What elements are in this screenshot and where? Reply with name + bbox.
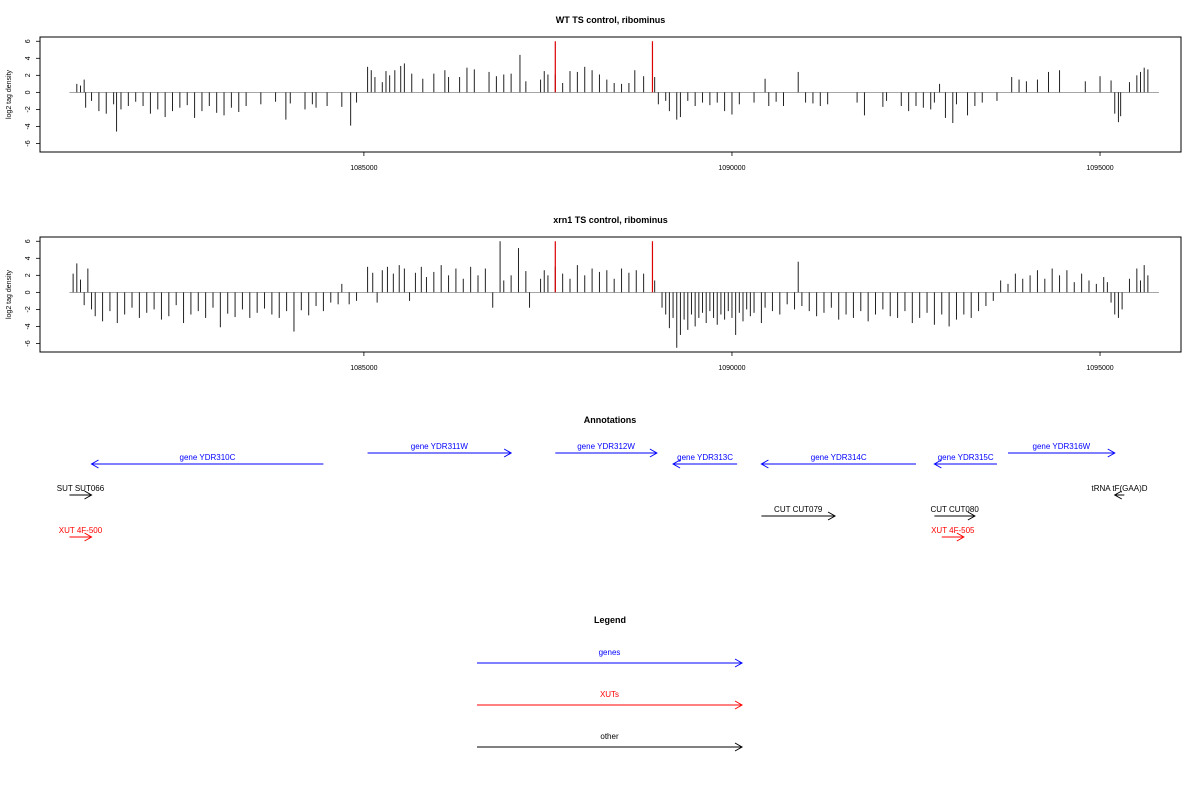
legend: Legend genes XUTs other	[477, 615, 744, 752]
arrow-head-icon	[672, 459, 681, 469]
annotation-feature: gene YDR311W	[367, 442, 513, 458]
feature-label: XUT 4F-500	[59, 526, 103, 535]
annotation-feature: gene YDR315C	[933, 453, 997, 469]
data-bars	[72, 241, 1149, 348]
annotation-feature: gene YDR314C	[760, 453, 916, 469]
annotations-title: Annotations	[584, 415, 637, 425]
plot-frame	[39, 36, 1182, 153]
arrow-head-icon	[84, 490, 93, 500]
annotation-feature: gene YDR312W	[555, 442, 658, 458]
arrow-head-icon	[503, 448, 513, 458]
y-axis-label: log2 tag density	[6, 69, 13, 119]
feature-label: tRNA tF(GAA)D	[1092, 484, 1148, 493]
coverage-panel-2: xrn1 TS control, ribominus log2 tag densi…	[6, 215, 1182, 372]
annotation-feature: XUT 4F-505	[931, 526, 975, 542]
x-tick-label: 1095000	[1086, 165, 1113, 172]
annotation-feature: XUT 4F-500	[59, 526, 103, 542]
legend-entries: genes XUTs other	[477, 648, 744, 752]
plot-frame	[39, 236, 1182, 353]
annotation-feature: CUT CUT080	[930, 505, 979, 521]
panel-title: WT TS control, ribominus	[556, 15, 666, 25]
feature-label: CUT CUT079	[774, 505, 823, 514]
y-tick-label: -4	[25, 323, 32, 329]
y-tick-label: 4	[25, 256, 32, 260]
x-tick-label: 1085000	[350, 365, 377, 372]
feature-label: gene YDR315C	[938, 453, 994, 462]
coverage-panel-1: WT TS control, ribominus log2 tag density…	[6, 15, 1182, 172]
arrow-head-icon	[1113, 490, 1122, 500]
y-tick-label: 0	[25, 90, 32, 94]
legend-label: genes	[599, 648, 621, 657]
legend-label: XUTs	[600, 690, 619, 699]
feature-label: XUT 4F-505	[931, 526, 975, 535]
legend-entry: other	[477, 732, 744, 752]
data-bars	[76, 41, 1149, 132]
y-tick-label: 2	[25, 273, 32, 277]
feature-label: CUT CUT080	[930, 505, 979, 514]
feature-label: gene YDR310C	[180, 453, 236, 462]
legend-entry: XUTs	[477, 690, 744, 710]
arrow-head-icon	[649, 448, 658, 458]
legend-entry: genes	[477, 648, 744, 668]
feature-label: gene YDR316W	[1033, 442, 1091, 451]
y-tick-label: -6	[25, 140, 32, 146]
x-tick-label: 1090000	[718, 165, 745, 172]
arrow-head-icon	[760, 459, 769, 469]
annotation-feature: gene YDR313C	[672, 453, 738, 469]
y-tick-label: 2	[25, 73, 32, 77]
arrow-head-icon	[827, 511, 837, 521]
y-tick-label: 6	[25, 39, 32, 43]
y-tick-label: 6	[25, 239, 32, 243]
feature-label: SUT SUT066	[57, 484, 105, 493]
legend-title: Legend	[594, 615, 626, 625]
arrow-head-icon	[933, 459, 942, 469]
arrow-head-icon	[90, 459, 99, 469]
y-tick-label: -6	[25, 340, 32, 346]
x-tick-label: 1095000	[1086, 365, 1113, 372]
y-tick-label: -4	[25, 123, 32, 129]
annotation-feature: tRNA tF(GAA)D	[1092, 484, 1148, 500]
panel-title: xrn1 TS control, ribominus	[553, 215, 668, 225]
x-tick-label: 1090000	[718, 365, 745, 372]
arrow-head-icon	[734, 658, 744, 668]
annotation-feature: SUT SUT066	[57, 484, 105, 500]
coverage-panels: WT TS control, ribominus log2 tag density…	[6, 15, 1182, 372]
y-axis-label: log2 tag density	[6, 269, 13, 319]
arrow-head-icon	[956, 532, 965, 542]
arrow-head-icon	[734, 742, 744, 752]
feature-label: gene YDR313C	[677, 453, 733, 462]
feature-label: gene YDR314C	[811, 453, 867, 462]
arrow-head-icon	[84, 532, 93, 542]
annotation-feature: gene YDR316W	[1008, 442, 1116, 458]
arrow-head-icon	[734, 700, 744, 710]
annotation-feature: CUT CUT079	[761, 505, 837, 521]
y-tick-label: -2	[25, 106, 32, 112]
y-tick-label: -2	[25, 306, 32, 312]
annotation-features: gene YDR310C gene YDR311W gene YDR312W gene…	[57, 442, 1148, 542]
arrow-head-icon	[967, 511, 976, 521]
y-tick-label: 4	[25, 56, 32, 60]
arrow-head-icon	[1107, 448, 1116, 458]
annotation-feature: gene YDR310C	[90, 453, 324, 469]
feature-label: gene YDR312W	[577, 442, 635, 451]
x-tick-label: 1085000	[350, 165, 377, 172]
y-tick-label: 0	[25, 290, 32, 294]
feature-label: gene YDR311W	[411, 442, 469, 451]
legend-label: other	[600, 732, 619, 741]
